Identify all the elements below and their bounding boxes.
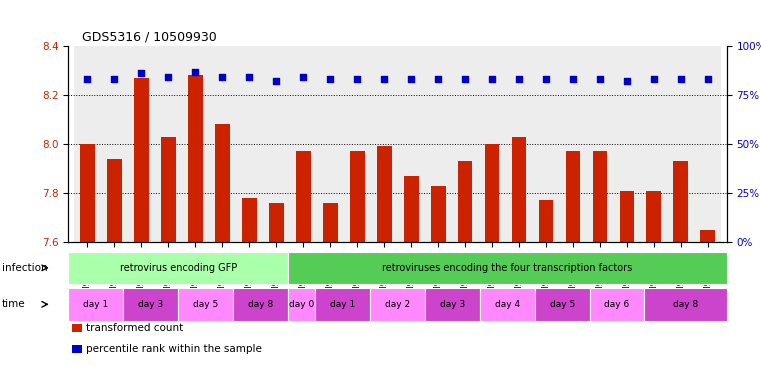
Text: day 6: day 6 [604,300,629,309]
Text: GDS5316 / 10509930: GDS5316 / 10509930 [81,30,216,43]
Bar [296,151,310,242]
Point [135,70,148,76]
Bar [593,151,607,242]
Point [675,76,687,83]
Point [108,76,120,83]
Point [540,76,552,83]
Bar [154,46,182,242]
Bar [641,46,667,242]
Bar [344,46,371,242]
Text: retrovirus encoding GFP: retrovirus encoding GFP [119,263,237,273]
Bar [425,46,451,242]
Text: day 2: day 2 [385,300,410,309]
Text: day 3: day 3 [440,300,465,309]
Text: percentile rank within the sample: percentile rank within the sample [86,344,262,354]
Bar [485,144,499,242]
Bar [128,46,154,242]
Text: day 8: day 8 [673,300,699,309]
Point [324,76,336,83]
Point [297,74,309,81]
Bar [101,46,128,242]
Bar [619,190,635,242]
Bar [397,46,425,242]
Text: day 3: day 3 [139,300,164,309]
Bar [511,137,527,242]
Point [244,74,256,81]
Point [594,76,606,83]
Bar [263,46,290,242]
Point [216,74,228,81]
Text: time: time [2,299,25,310]
Point [189,68,202,74]
Bar [182,46,209,242]
Text: transformed count: transformed count [86,323,183,333]
Bar [134,78,148,242]
Point [270,78,282,84]
Text: day 8: day 8 [248,300,273,309]
Bar [107,159,122,242]
Point [405,76,417,83]
Bar [539,200,553,242]
Point [513,76,525,83]
Text: retroviruses encoding the four transcription factors: retroviruses encoding the four transcrip… [382,263,632,273]
Point [459,76,471,83]
Bar [457,161,473,242]
Bar [188,76,202,242]
Bar [647,190,661,242]
Bar [215,124,230,242]
Bar [80,144,95,242]
Bar [377,146,392,242]
Bar [694,46,721,242]
Point [702,76,714,83]
Point [378,76,390,83]
Bar [242,198,256,242]
Bar [74,46,101,242]
Point [432,76,444,83]
Bar [559,46,587,242]
Bar [587,46,613,242]
Bar [451,46,479,242]
Point [567,76,579,83]
Point [486,76,498,83]
Bar [403,176,419,242]
Bar [236,46,263,242]
Bar [505,46,533,242]
Bar [533,46,559,242]
Text: day 5: day 5 [549,300,575,309]
Bar [161,137,176,242]
Text: day 0: day 0 [289,300,314,309]
Bar [317,46,344,242]
Point [81,76,94,83]
Text: infection: infection [2,263,47,273]
Bar [667,46,694,242]
Bar [269,203,284,242]
Bar [565,151,581,242]
Point [621,78,633,84]
Text: day 1: day 1 [83,300,109,309]
Point [162,74,174,81]
Bar [350,151,365,242]
Bar [371,46,397,242]
Bar [290,46,317,242]
Bar [209,46,236,242]
Bar [323,203,338,242]
Bar [700,230,715,242]
Text: day 4: day 4 [495,300,520,309]
Bar [673,161,688,242]
Point [648,76,660,83]
Text: day 5: day 5 [193,300,218,309]
Bar [613,46,641,242]
Bar [479,46,505,242]
Text: day 1: day 1 [330,300,355,309]
Bar [431,185,445,242]
Point [351,76,363,83]
